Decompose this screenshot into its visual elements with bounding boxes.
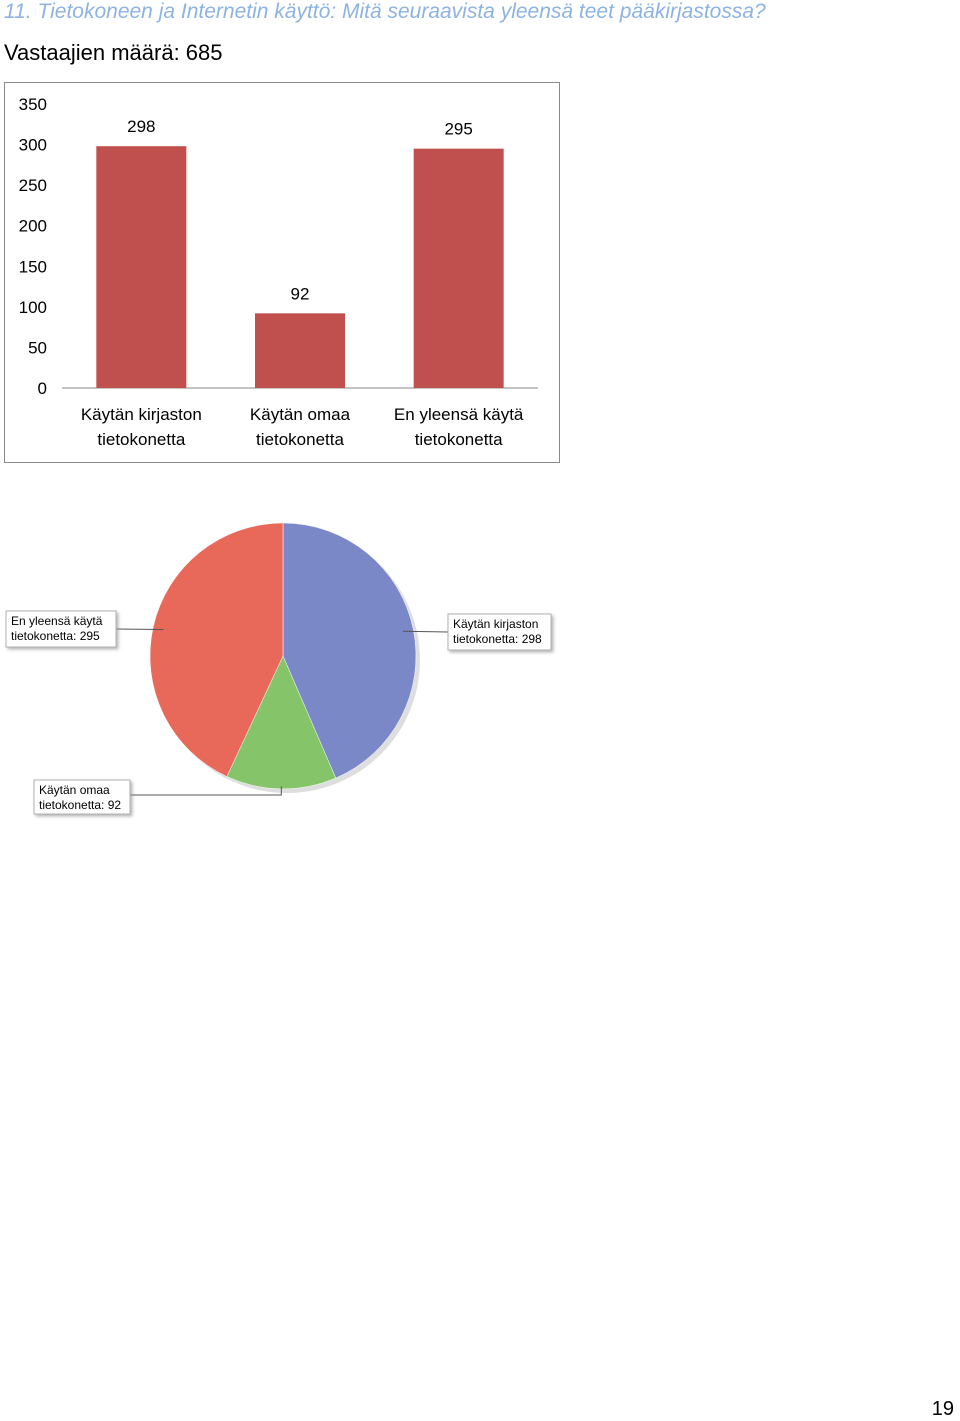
slice-label: Käytän omaa bbox=[39, 783, 110, 797]
slice-label-box bbox=[447, 613, 552, 651]
pie-slice bbox=[282, 522, 417, 779]
x-tick-label: En yleensä käytä bbox=[394, 405, 524, 424]
leader-line bbox=[130, 786, 282, 796]
x-tick-label: Käytän kirjaston bbox=[81, 405, 202, 424]
bar-chart: 0 50 100 150 200 250 300 350 298 Käytän kirjaston… bbox=[19, 95, 538, 449]
y-tick-label: 150 bbox=[19, 257, 47, 276]
data-label: 92 bbox=[291, 284, 310, 303]
x-tick-label: Käytän omaa bbox=[250, 405, 351, 424]
slice-label: tietokonetta: 92 bbox=[39, 798, 121, 812]
y-tick-label: 200 bbox=[19, 217, 47, 236]
y-tick-label: 350 bbox=[19, 95, 47, 114]
slice-label-box bbox=[33, 779, 131, 815]
slice-label: En yleensä käytä bbox=[11, 614, 103, 628]
slice-label: Käytän kirjaston bbox=[453, 617, 538, 631]
y-tick-label: 50 bbox=[28, 338, 47, 357]
bar bbox=[255, 313, 345, 388]
leader-line bbox=[115, 628, 164, 631]
page-number: 19 bbox=[931, 1398, 954, 1420]
data-label: 295 bbox=[444, 120, 472, 139]
slice-label-box bbox=[5, 610, 117, 648]
page-heading: 11. Tietokoneen ja Internetin käyttö: Mi… bbox=[4, 0, 766, 23]
respondent-count: Vastaajien määrä: 685 bbox=[4, 40, 223, 65]
bar bbox=[413, 148, 504, 388]
y-tick-label: 300 bbox=[19, 136, 47, 155]
y-tick-label: 250 bbox=[19, 176, 47, 195]
pie-slice bbox=[149, 522, 284, 777]
data-label: 298 bbox=[127, 117, 155, 136]
slice-label: tietokonetta: 295 bbox=[11, 629, 100, 643]
y-tick-label: 0 bbox=[38, 379, 47, 398]
x-tick-label: tietokonetta bbox=[415, 430, 503, 449]
x-tick-label: tietokonetta bbox=[97, 430, 185, 449]
bar bbox=[96, 146, 187, 388]
x-tick-label: tietokonetta bbox=[256, 430, 344, 449]
leader-line bbox=[402, 630, 449, 633]
y-tick-label: 100 bbox=[19, 298, 47, 317]
slice-label: tietokonetta: 298 bbox=[453, 632, 542, 646]
bar-chart-frame bbox=[4, 82, 560, 463]
